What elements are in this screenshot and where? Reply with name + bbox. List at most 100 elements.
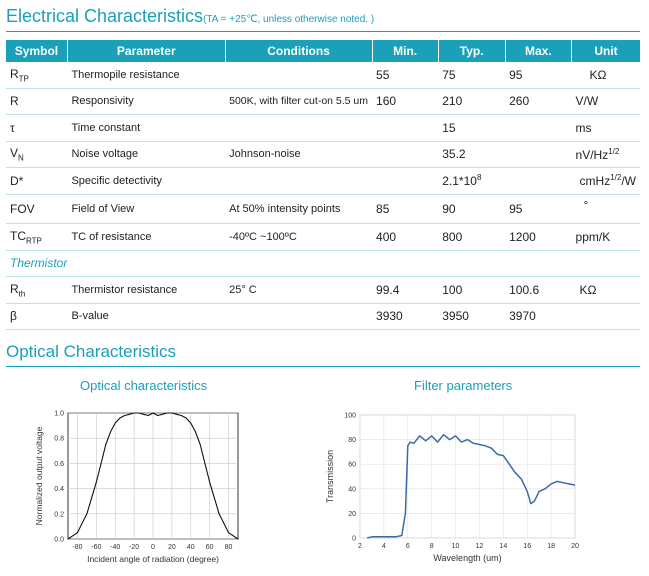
x-axis-label: Incident angle of radiation (degree): [87, 554, 219, 564]
y-tick-label: 0: [352, 536, 356, 543]
cell-conditions: 25° C: [225, 276, 373, 304]
x-tick-label: 2: [358, 543, 362, 550]
x-tick-label: 8: [430, 543, 434, 550]
fig1-title: Optical characteristics: [80, 378, 208, 393]
y-tick-label: 0.4: [54, 486, 64, 493]
cell-max: [505, 141, 572, 168]
x-tick-label: 80: [225, 544, 233, 551]
cell-conditions: [225, 167, 373, 195]
table-row: β B-value 3930 3950 3970: [6, 303, 640, 330]
cell-typ: 2.1*108: [438, 167, 506, 195]
table-row: TCRTP TC of resistance -40ºC ~100ºC 400 …: [6, 223, 640, 251]
cell-typ: 800: [438, 223, 506, 251]
cell-parameter: Thermistor resistance: [67, 276, 226, 304]
cell-conditions: Johnson-noise: [225, 141, 373, 168]
cell-typ: 90: [438, 194, 506, 224]
cell-typ: 3950: [438, 303, 506, 330]
cell-max: 3970: [505, 303, 572, 330]
cell-max: 95: [505, 194, 572, 224]
x-tick-label: 20: [168, 544, 176, 551]
cell-max: 95: [505, 62, 572, 89]
y-axis-label: Transmission: [325, 450, 335, 503]
header-max: Max.: [505, 40, 573, 62]
cell-symbol: β: [6, 303, 68, 330]
cell-typ: 35.2: [438, 141, 506, 168]
header-conditions: Conditions: [225, 40, 373, 62]
header-min: Min.: [372, 40, 439, 62]
y-tick-label: 40: [348, 486, 356, 493]
electrical-title-note: (TA = +25℃, unless otherwise noted. ): [203, 14, 375, 25]
cell-conditions: 500K, with filter cut-on 5.5 um: [225, 88, 373, 115]
series-line: [367, 433, 576, 539]
cell-conditions: [225, 114, 373, 142]
x-tick-label: 4: [382, 543, 386, 550]
cell-unit: ms: [571, 114, 640, 142]
table-row: FOV Field of View At 50% intensity point…: [6, 194, 640, 224]
cell-min: [372, 141, 439, 168]
electrical-title-text: Electrical Characteristics: [6, 6, 204, 26]
table-row: RTP Thermopile resistance 55 75 95 KΩ: [6, 62, 640, 89]
cell-symbol: RTP: [6, 62, 68, 89]
cell-min: 85: [372, 194, 439, 224]
x-tick-label: 14: [499, 543, 507, 550]
table-row: Rth Thermistor resistance 25° C 99.4 100…: [6, 276, 640, 304]
cell-conditions: -40ºC ~100ºC: [225, 223, 373, 251]
cell-unit: KΩ: [571, 62, 640, 89]
table-row: VN Noise voltage Johnson-noise 35.2 nV/H…: [6, 141, 640, 168]
optical-divider: [6, 366, 640, 367]
cell-min: 400: [372, 223, 439, 251]
x-tick-label: 16: [523, 543, 531, 550]
cell-max: 260: [505, 88, 572, 115]
cell-unit: nV/Hz1/2: [571, 141, 640, 168]
cell-unit: [571, 303, 640, 330]
x-tick-label: 18: [547, 543, 555, 550]
filter-transmission-chart: 0 20 40 60 80 100 2 4 6 8 10 12 14 16 18 20 Wavelength (…: [325, 413, 579, 564]
x-tick-label: 20: [571, 543, 579, 550]
cell-max: 1200: [505, 223, 572, 251]
cell-max: [505, 114, 572, 142]
table-section-row: Thermistor: [6, 250, 640, 277]
fig2-title: Filter parameters: [414, 378, 513, 393]
x-tick-label: -80: [72, 544, 82, 551]
cell-unit: KΩ: [571, 276, 640, 304]
y-tick-label: 60: [348, 462, 356, 469]
cell-parameter: TC of resistance: [67, 223, 226, 251]
cell-symbol: D*: [6, 167, 68, 195]
x-tick-label: 10: [452, 543, 460, 550]
series-line: [67, 412, 239, 540]
cell-symbol: R: [6, 88, 68, 115]
cell-min: [372, 114, 439, 142]
optical-title: Optical Characteristics: [6, 342, 177, 361]
cell-symbol: VN: [6, 141, 68, 168]
x-tick-label: 60: [206, 544, 214, 551]
header-typ: Typ.: [438, 40, 506, 62]
x-tick-label: -20: [129, 544, 139, 551]
cell-conditions: At 50% intensity points: [225, 194, 373, 224]
cell-min: 160: [372, 88, 439, 115]
table-row: D* Specific detectivity 2.1*108 cmHz1/2/…: [6, 167, 640, 195]
cell-parameter: B-value: [67, 303, 226, 330]
cell-parameter: Field of View: [67, 194, 226, 224]
y-tick-label: 0.0: [54, 537, 64, 544]
x-axis-label: Wavelength (um): [433, 553, 501, 563]
y-tick-label: 20: [348, 511, 356, 518]
cell-parameter: Noise voltage: [67, 141, 226, 168]
plot-frame: [359, 414, 576, 539]
cell-parameter: Specific detectivity: [67, 167, 226, 195]
y-tick-label: 0.2: [54, 511, 64, 518]
cell-symbol: FOV: [6, 194, 68, 224]
optical-angle-chart: 0.0 0.2 0.4 0.6 0.8 1.0 -80 -60 -40 -20 0 20 40 60 80 I…: [34, 411, 239, 564]
cell-unit: ppm/K: [571, 223, 640, 251]
cell-max: [505, 167, 572, 195]
y-axis-label: Normalized output voltage: [34, 426, 44, 525]
cell-max: 100.6: [505, 276, 572, 304]
table-row: R Responsivity 500K, with filter cut-on …: [6, 88, 640, 115]
table-header-row: Symbol Parameter Conditions Min. Typ. Ma…: [6, 40, 640, 62]
x-tick-label: 6: [406, 543, 410, 550]
table-row: τ Time constant 15 ms: [6, 114, 640, 142]
cell-parameter: Responsivity: [67, 88, 226, 115]
x-tick-label: -60: [91, 544, 101, 551]
cell-min: 55: [372, 62, 439, 89]
cell-conditions: [225, 62, 373, 89]
electrical-title: Electrical Characteristics(TA = +25℃, un…: [6, 6, 643, 32]
